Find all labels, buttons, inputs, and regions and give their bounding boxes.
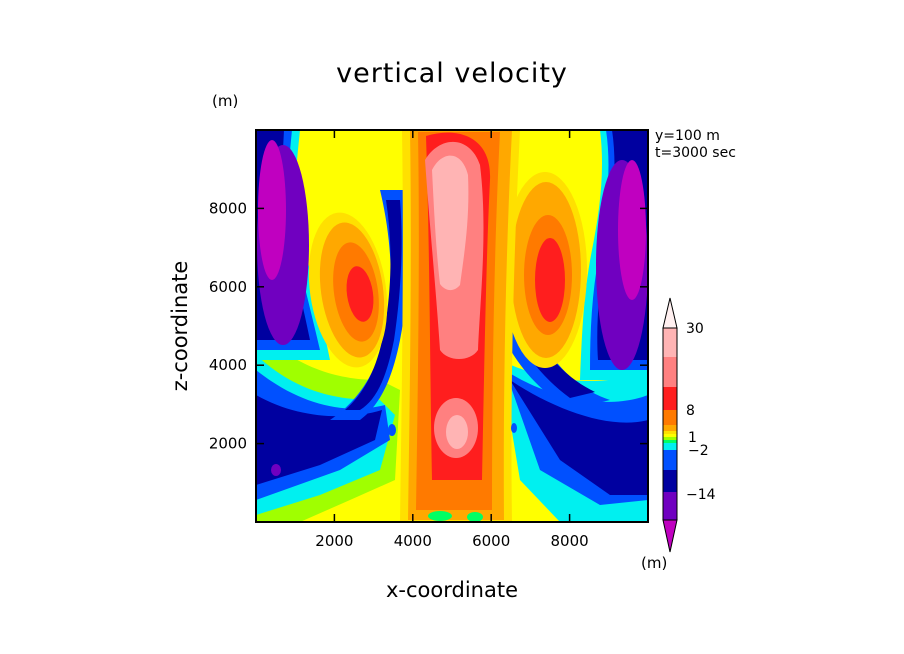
colorbar-segment — [663, 425, 677, 431]
colorbar-top-arrow — [662, 297, 678, 329]
colorbar-level-label: 8 — [686, 403, 695, 419]
band-left-blue — [330, 190, 409, 420]
colorbar-level-label: −2 — [688, 443, 709, 459]
chart-title: vertical velocity — [336, 58, 568, 89]
y-tick-label: 4000 — [209, 356, 247, 374]
x-tick-label: 4000 — [394, 532, 432, 550]
colorbar-segment — [663, 443, 677, 450]
y-tick-label: 6000 — [209, 278, 247, 296]
x-tick-label: 8000 — [551, 532, 589, 550]
colorbar: 30 8 1−2 −14 — [662, 297, 716, 553]
updraft-right-red — [535, 238, 565, 322]
updraft-left-red — [346, 266, 374, 322]
colorbar-segment — [663, 410, 677, 425]
annotation-time: t=3000 sec — [655, 145, 736, 161]
x-tick-label: 6000 — [472, 532, 510, 550]
colorbar-level-label: 30 — [686, 321, 704, 337]
colorbar-level-label: −14 — [686, 487, 716, 503]
contour-field — [256, 130, 648, 522]
annotation-box: y=100 m t=3000 sec — [655, 128, 736, 162]
surface-green-2 — [467, 512, 483, 522]
y-tick-label: 2000 — [209, 435, 247, 453]
blob-left-blue — [388, 424, 396, 436]
colorbar-segment — [663, 431, 677, 434]
colorbar-segment — [663, 434, 677, 437]
blob-lowerleft-purple — [271, 464, 281, 476]
colorbar-segment — [663, 328, 677, 357]
annotation-y: y=100 m — [655, 128, 720, 144]
axes: 2000 4000 6000 8000 2000 4000 6000 8000 — [209, 130, 648, 550]
band-lower-right-navy — [510, 380, 648, 495]
edge-right-magenta — [618, 160, 646, 300]
y-axis-unit: (m) — [212, 92, 239, 110]
x-axis-label: x-coordinate — [385, 578, 518, 602]
plot-frame — [255, 129, 649, 523]
colorbar-level-label: 1 — [688, 430, 697, 446]
colorbar-segment — [663, 357, 677, 387]
colorbar-segment — [663, 387, 677, 410]
colorbar-segment — [663, 492, 677, 520]
colorbar-segment — [663, 440, 677, 443]
y-tick-label: 8000 — [209, 199, 247, 217]
colorbar-segment — [663, 470, 677, 492]
blob-right-blue — [511, 423, 517, 433]
x-tick-label: 2000 — [315, 532, 353, 550]
core-lightpink-lower — [446, 415, 468, 449]
edge-left-magenta — [258, 140, 286, 280]
colorbar-bottom-arrow — [662, 519, 678, 553]
surface-green-1 — [428, 511, 452, 521]
colorbar-unit: (m) — [641, 554, 668, 572]
colorbar-frame — [662, 327, 678, 521]
colorbar-segment — [663, 450, 677, 470]
band-left-navy — [345, 200, 402, 410]
band-right-blue — [485, 200, 610, 410]
colorbar-segment — [663, 437, 677, 440]
core-lightpink-upper — [432, 155, 469, 291]
